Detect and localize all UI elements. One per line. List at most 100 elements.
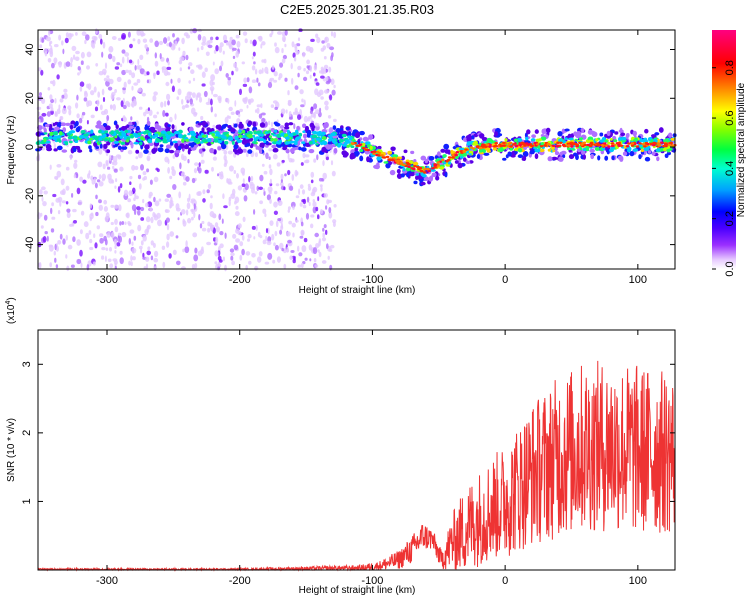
spectrogram-core-point <box>534 148 541 153</box>
spectrogram-noise-point <box>165 81 170 87</box>
spectrogram-noise-point <box>330 55 333 62</box>
spectrogram-noise-point <box>130 255 133 262</box>
spectrogram-noise-point <box>219 65 222 72</box>
colorbar-gradient <box>712 30 736 269</box>
spectrogram-noise-point <box>53 143 57 149</box>
spectrogram-band-point <box>143 149 149 155</box>
spectrogram-noise-point <box>191 264 195 269</box>
spectrogram-band-point <box>599 132 604 137</box>
spectrogram-noise-point <box>145 256 150 262</box>
spectrogram-noise-point <box>40 225 44 229</box>
spectrogram-band-point <box>311 125 316 129</box>
spectrogram-noise-point <box>189 98 193 105</box>
spectrogram-noise-point <box>121 56 125 64</box>
spectrogram-band-point <box>423 176 430 181</box>
spectrogram-noise-point <box>299 202 303 207</box>
spectrogram-noise-point <box>129 181 132 185</box>
spectrogram-noise-point <box>212 61 215 66</box>
spectrogram-noise-point <box>197 34 202 41</box>
spectrogram-noise-point <box>246 77 250 83</box>
spectrogram-noise-point <box>201 227 207 232</box>
spectrogram-band-point <box>247 149 253 154</box>
spectrogram-noise-point <box>90 175 94 181</box>
spectrogram-noise-point <box>112 104 116 111</box>
spectrogram-noise-point <box>328 211 333 219</box>
colorbar-ticks: 0.0 0.2 0.4 0.6 0.8 <box>712 60 736 277</box>
spectrogram-noise-point <box>83 221 89 228</box>
spectrogram-noise-point <box>196 191 201 196</box>
spectrogram-noise-point <box>140 164 144 171</box>
spectrogram-band-point <box>167 124 171 128</box>
spectrogram-noise-point <box>165 217 170 223</box>
spectrogram-noise-point <box>209 202 213 210</box>
spectrogram-noise-point <box>109 247 112 252</box>
spectrogram-noise-point <box>203 90 208 98</box>
spectrogram-band-point <box>410 150 415 155</box>
spectrogram-band-point <box>567 133 572 138</box>
spectrogram-noise-point <box>228 199 231 207</box>
spectrogram-noise-point <box>133 82 139 86</box>
spectrogram-peak-point <box>635 145 640 148</box>
spectrogram-band-point <box>75 120 79 127</box>
spectrogram-noise-point <box>146 51 149 55</box>
spectrogram-core-point <box>538 138 542 142</box>
spectrogram-core-point <box>461 153 468 157</box>
spectrogram-band-point <box>252 121 257 128</box>
spectrogram-noise-point <box>78 117 83 124</box>
spectrogram-core-point <box>196 138 201 142</box>
spectrogram-noise-point <box>235 50 239 58</box>
spectrogram-noise-point <box>163 37 168 44</box>
spectrogram-noise-point <box>174 113 177 120</box>
spectrogram-core-point <box>293 141 298 146</box>
spectrogram-core-point <box>169 133 175 137</box>
spectrogram-noise-point <box>308 201 311 207</box>
spectrogram-peak-point <box>638 142 642 145</box>
spectrogram-core-point <box>284 133 289 137</box>
spectrogram-band-point <box>377 145 382 150</box>
spectrogram-core-point <box>525 136 529 141</box>
spectrogram-core-point <box>270 137 274 141</box>
spectrogram-noise-point <box>79 81 85 87</box>
spectrogram-noise-point <box>149 179 153 185</box>
spectrogram-noise-point <box>95 28 98 34</box>
spectrogram-core-point <box>72 135 78 139</box>
spectrogram-noise-point <box>294 85 299 90</box>
spectrogram-band-point <box>373 164 379 169</box>
spectrogram-core-point <box>268 135 273 139</box>
spectrogram-noise-point <box>290 201 296 208</box>
spectrogram-noise-point <box>176 260 181 266</box>
spectrogram-core-point <box>40 141 46 145</box>
spectrogram-noise-point <box>265 235 268 242</box>
spectrogram-noise-point <box>193 254 199 262</box>
spectrogram-band-point <box>420 155 427 161</box>
spectrogram-noise-point <box>143 175 147 181</box>
spectrogram-band-point <box>359 155 364 162</box>
spectrogram-noise-point <box>110 204 115 208</box>
spectrogram-core-point <box>430 169 436 172</box>
spectrogram-noise-point <box>190 198 196 202</box>
spectrogram-peak-point <box>607 145 611 148</box>
spectrogram-band-point <box>576 131 582 137</box>
spectrogram-core-point <box>458 147 465 151</box>
spectrogram-core-point <box>341 133 347 138</box>
spectrogram-noise-point <box>281 247 285 252</box>
spectrogram-noise-point <box>55 264 59 269</box>
spectrogram-noise-point <box>50 110 54 115</box>
spectrogram-noise-point <box>222 256 225 262</box>
spectrogram-peak-point <box>394 159 399 163</box>
spectrogram-noise-point <box>137 151 143 159</box>
spectrogram-noise-point <box>253 236 256 240</box>
spectrogram-noise-point <box>277 218 282 222</box>
spectrogram-core-point <box>286 129 290 134</box>
spectrogram-band-point <box>620 132 626 137</box>
spectrogram-core-point <box>540 142 545 146</box>
spectrogram-noise-point <box>213 213 217 219</box>
spectrogram-noise-point <box>297 72 300 78</box>
spectrogram-noise-point <box>79 229 83 235</box>
spectrogram-noise-point <box>67 105 72 110</box>
spectrogram-band-point <box>465 160 471 165</box>
spectrogram-noise-point <box>76 187 81 195</box>
spectrogram-noise-point <box>70 264 75 268</box>
spectrogram-noise-point <box>47 58 52 63</box>
spectrogram-noise-point <box>96 225 101 230</box>
